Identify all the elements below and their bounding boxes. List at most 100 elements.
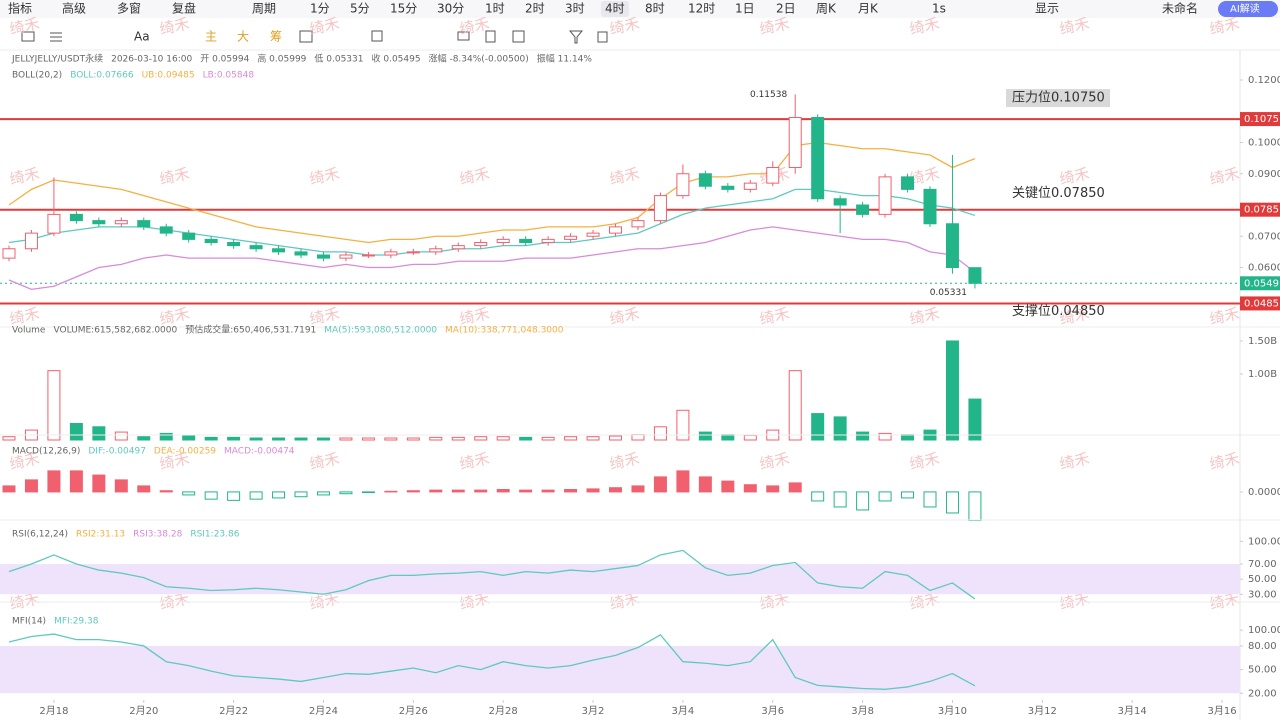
ai-button-bg bbox=[1218, 1, 1278, 17]
volume-bar bbox=[47, 370, 61, 441]
toolbar-item[interactable]: 月K bbox=[858, 2, 879, 16]
watermark: 绮禾 bbox=[608, 449, 641, 473]
volume-bar bbox=[406, 437, 420, 441]
toolbar-item[interactable]: 高级 bbox=[62, 1, 86, 16]
watermark: 绮禾 bbox=[1058, 304, 1091, 328]
level-tag-text: 0.0785 bbox=[1244, 205, 1279, 216]
macd-bar bbox=[945, 491, 959, 514]
watermark: 绮禾 bbox=[1208, 589, 1241, 613]
level-tag bbox=[1240, 112, 1280, 127]
toolbar-item[interactable]: AI解读 bbox=[1230, 2, 1260, 15]
macd-bar bbox=[743, 484, 757, 493]
candle-body bbox=[92, 220, 106, 225]
candle-body bbox=[227, 242, 241, 247]
watermark: 绮禾 bbox=[908, 589, 941, 613]
macd-bar bbox=[249, 491, 263, 500]
macd-bar bbox=[698, 476, 712, 493]
watermark: 绮禾 bbox=[458, 449, 491, 473]
toolbar-item[interactable]: 1日 bbox=[735, 2, 755, 16]
toolbar-item[interactable]: 4时 bbox=[605, 2, 625, 16]
watermark: 绮禾 bbox=[1208, 304, 1241, 328]
candle-body bbox=[878, 176, 892, 215]
toolbar-item[interactable]: 指标 bbox=[8, 1, 32, 16]
legend-item: 预估成交量:650,406,531.7191 bbox=[185, 324, 316, 336]
legend-item: VOLUME:615,582,682.0000 bbox=[53, 326, 177, 336]
volume-bar bbox=[519, 436, 533, 441]
volume-bar bbox=[901, 434, 915, 441]
candle-body bbox=[968, 267, 982, 284]
legend-item: 低 0.05331 bbox=[314, 53, 363, 65]
candle-body bbox=[564, 235, 578, 240]
watermark: 绮禾 bbox=[308, 449, 341, 473]
watermark: 绮禾 bbox=[458, 304, 491, 328]
chart-tool[interactable]: 大 bbox=[237, 30, 249, 44]
toolbar-item[interactable]: 1s bbox=[932, 2, 946, 16]
chart-tool[interactable]: 主 bbox=[205, 30, 217, 44]
toolbar-item[interactable]: 5分 bbox=[350, 2, 370, 16]
candle-body bbox=[653, 195, 667, 222]
y-tick-label: 0.1000 bbox=[1248, 138, 1280, 149]
toolbar-item[interactable]: 周K bbox=[816, 2, 837, 16]
macd-bar bbox=[788, 482, 802, 493]
toolbar-item[interactable]: 未命名 bbox=[1162, 1, 1198, 16]
toolbar-item[interactable]: 显示 bbox=[1035, 2, 1059, 16]
macd-bar bbox=[968, 491, 982, 521]
watermark: 绮禾 bbox=[158, 589, 191, 613]
toolbar-bg bbox=[0, 0, 1280, 18]
active-period-bg bbox=[601, 1, 629, 17]
toolbar-item[interactable]: 周期 bbox=[252, 2, 276, 16]
toolbar-item[interactable]: 8时 bbox=[645, 2, 665, 16]
toolbar-item[interactable]: 3时 bbox=[565, 2, 585, 16]
macd-bar bbox=[204, 491, 218, 500]
toolbar-item[interactable]: 2时 bbox=[525, 2, 545, 16]
level-tag bbox=[1240, 296, 1280, 311]
macd-bar bbox=[182, 491, 196, 496]
chart-tool[interactable]: 筹 bbox=[270, 30, 282, 44]
toolbar-item[interactable]: 30分 bbox=[437, 2, 464, 16]
volume-bar bbox=[159, 432, 173, 441]
toolbar-item[interactable]: 多窗 bbox=[117, 2, 141, 16]
toolbar-item[interactable]: 12时 bbox=[688, 2, 715, 16]
toolbar-item[interactable]: 复盘 bbox=[172, 1, 196, 16]
legend-item: RSI1:23.86 bbox=[190, 530, 239, 540]
x-tick-label: 3月4 bbox=[672, 705, 695, 717]
watermark: 绮禾 bbox=[1058, 14, 1091, 38]
legend-item: BOLL:0.07666 bbox=[70, 71, 134, 81]
macd-bar bbox=[653, 476, 667, 493]
volume-bar bbox=[743, 434, 757, 441]
volume-bar bbox=[69, 422, 83, 441]
volume-bar bbox=[698, 431, 712, 441]
watermark: 绮禾 bbox=[608, 14, 641, 38]
candle-body bbox=[923, 188, 937, 225]
candle-body bbox=[24, 232, 38, 250]
watermark: 绮禾 bbox=[8, 589, 41, 613]
chart-tool[interactable]: Aa bbox=[134, 30, 150, 44]
y-tick-label: 70.00 bbox=[1248, 559, 1277, 570]
volume-bar bbox=[496, 436, 510, 441]
macd-bar bbox=[339, 491, 353, 495]
macd-bar bbox=[878, 491, 892, 502]
watermark: 绮禾 bbox=[1058, 589, 1091, 613]
watermark: 绮禾 bbox=[158, 449, 191, 473]
toolbar-item[interactable]: 2日 bbox=[776, 2, 796, 16]
watermark: 绮禾 bbox=[158, 14, 191, 38]
candle-body bbox=[204, 238, 218, 243]
legend-item: 高 0.05999 bbox=[257, 53, 306, 65]
toolbar-item[interactable]: 1分 bbox=[310, 2, 330, 16]
macd-bar bbox=[586, 488, 600, 493]
legend-item: JELLYJELLY/USDT永续 bbox=[11, 53, 103, 65]
candle-body bbox=[159, 226, 173, 234]
indicator-line bbox=[8, 633, 976, 690]
y-tick-label: 30.00 bbox=[1248, 589, 1277, 600]
volume-bar bbox=[833, 416, 847, 441]
drawing-tools bbox=[21, 30, 608, 44]
watermark: 绮禾 bbox=[1058, 449, 1091, 473]
macd-bar bbox=[541, 489, 555, 493]
toolbar-item[interactable]: 1时 bbox=[485, 2, 505, 16]
candle-body bbox=[609, 226, 623, 234]
toolbar-item[interactable]: 15分 bbox=[390, 2, 417, 16]
min-price-marker: 0.05331 bbox=[930, 288, 967, 298]
legend-item: DEA:-0.00259 bbox=[154, 447, 216, 457]
macd-bar bbox=[429, 489, 443, 493]
